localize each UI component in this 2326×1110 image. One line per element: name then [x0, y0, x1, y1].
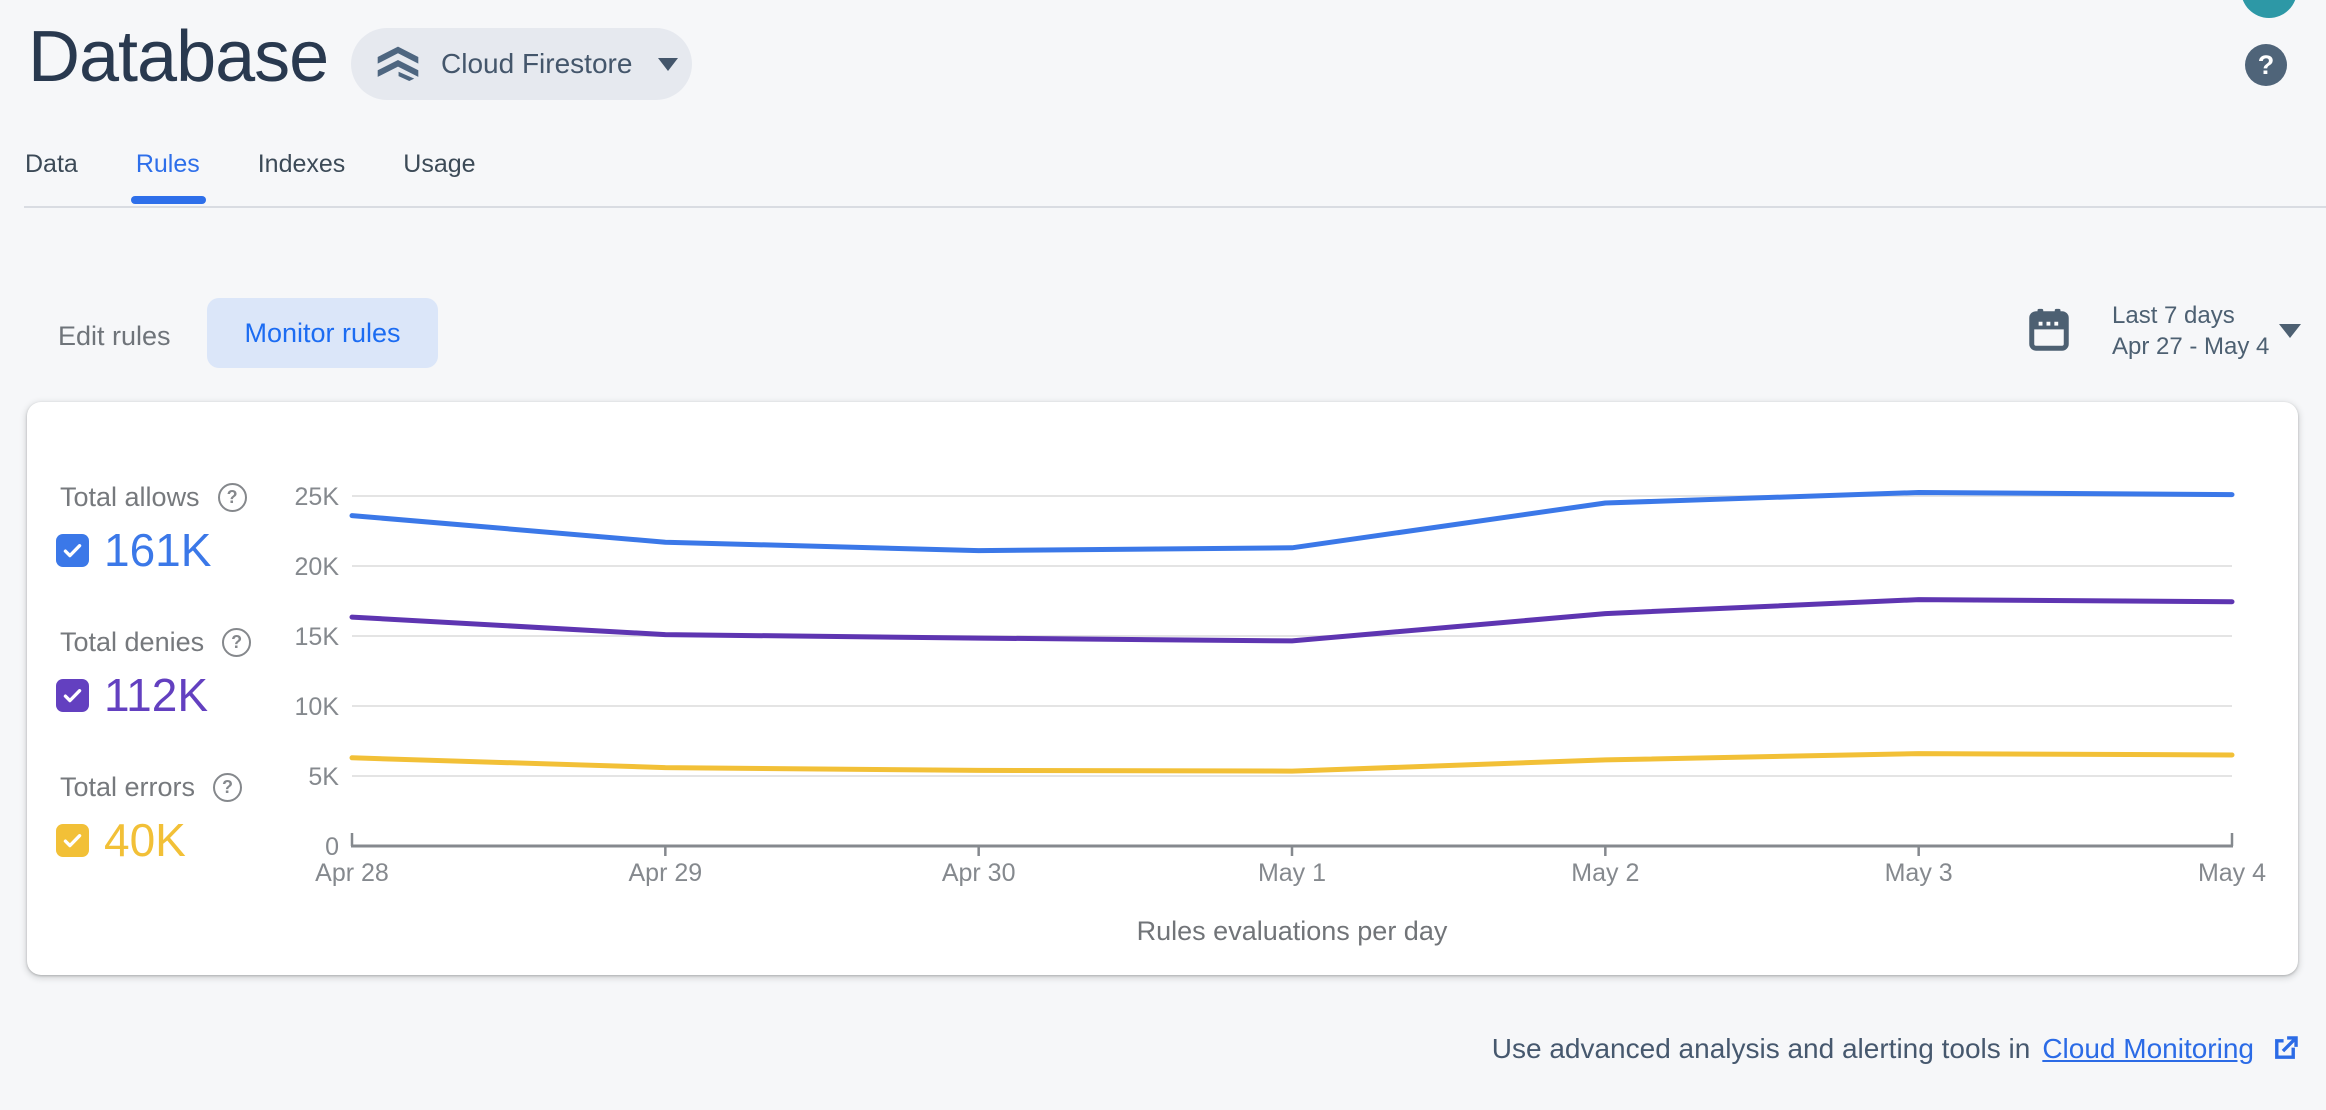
- rules-evaluations-chart: 0 5K 10K 15K 20K 25K Apr 28 Apr 29 Apr 30 May 1 Ma…: [295, 483, 2267, 946]
- svg-text:May 2: May 2: [1571, 859, 1639, 887]
- check-icon: [63, 543, 82, 557]
- chevron-down-icon: [658, 57, 679, 71]
- cloud-monitoring-link[interactable]: Cloud Monitoring: [2042, 1033, 2254, 1064]
- legend-item-allows: Total allows ? 161K: [56, 482, 247, 576]
- external-link-icon: [2275, 1036, 2298, 1059]
- firestore-icon: [377, 46, 419, 81]
- svg-text:25K: 25K: [295, 483, 340, 511]
- denies-checkbox[interactable]: [56, 678, 89, 712]
- chevron-down-icon: [2279, 324, 2301, 338]
- database-selector[interactable]: Cloud Firestore: [351, 28, 692, 100]
- svg-text:Apr 30: Apr 30: [942, 859, 1016, 887]
- denies-total: 112K: [104, 669, 209, 721]
- check-icon: [63, 833, 82, 847]
- date-range-primary: Last 7 days: [2112, 302, 2235, 329]
- tab-data[interactable]: Data: [25, 150, 78, 178]
- legend-item-errors: Total errors ? 40K: [56, 772, 243, 866]
- help-icon[interactable]: ?: [213, 773, 243, 802]
- legend-label-denies: Total denies: [60, 627, 205, 657]
- user-avatar[interactable]: [2241, 0, 2297, 18]
- svg-text:May 3: May 3: [1885, 859, 1953, 887]
- date-range-text: Last 7 days Apr 27 - May 4: [2112, 300, 2269, 362]
- tab-bar-divider: [24, 206, 2326, 208]
- date-range-secondary: Apr 27 - May 4: [2112, 333, 2270, 360]
- allows-checkbox[interactable]: [56, 533, 89, 567]
- edit-rules-button[interactable]: Edit rules: [58, 321, 171, 351]
- svg-text:5K: 5K: [308, 763, 339, 791]
- question-mark-icon: ?: [2257, 49, 2275, 80]
- tab-indexes[interactable]: Indexes: [257, 150, 346, 178]
- svg-text:May 4: May 4: [2198, 859, 2266, 887]
- tab-usage[interactable]: Usage: [403, 150, 476, 178]
- date-range-selector[interactable]: Last 7 days Apr 27 - May 4: [2018, 294, 2310, 376]
- tab-bar: Data Rules Indexes Usage: [25, 150, 476, 204]
- svg-text:15K: 15K: [295, 623, 340, 651]
- footer-note: Use advanced analysis and alerting tools…: [1492, 1032, 2302, 1066]
- help-icon[interactable]: ?: [222, 628, 252, 657]
- errors-total: 40K: [104, 814, 186, 866]
- svg-text:May 1: May 1: [1258, 859, 1326, 887]
- database-selector-label: Cloud Firestore: [441, 48, 633, 79]
- errors-checkbox[interactable]: [56, 823, 89, 857]
- legend-label-allows: Total allows: [60, 482, 200, 512]
- footer-text: Use advanced analysis and alerting tools…: [1491, 1033, 2031, 1064]
- legend-item-denies: Total denies ? 112K: [56, 627, 252, 721]
- legend-label-errors: Total errors: [60, 772, 196, 802]
- rules-monitor-card: Total allows ? 161K Total denies ? 112K: [27, 402, 2298, 975]
- svg-text:Apr 29: Apr 29: [628, 859, 702, 887]
- svg-text:10K: 10K: [295, 693, 340, 721]
- calendar-icon: [2029, 308, 2069, 351]
- help-icon[interactable]: ?: [217, 483, 247, 512]
- svg-text:0: 0: [325, 833, 339, 861]
- monitor-rules-button[interactable]: Monitor rules: [207, 298, 438, 368]
- help-button[interactable]: ?: [2245, 44, 2287, 86]
- svg-text:Rules evaluations per day: Rules evaluations per day: [1137, 916, 1448, 946]
- page-title: Database: [28, 17, 329, 97]
- check-icon: [63, 688, 82, 702]
- svg-text:Apr 28: Apr 28: [315, 859, 389, 887]
- tab-rules[interactable]: Rules: [130, 150, 206, 204]
- allows-total: 161K: [104, 524, 212, 576]
- svg-text:20K: 20K: [295, 553, 340, 581]
